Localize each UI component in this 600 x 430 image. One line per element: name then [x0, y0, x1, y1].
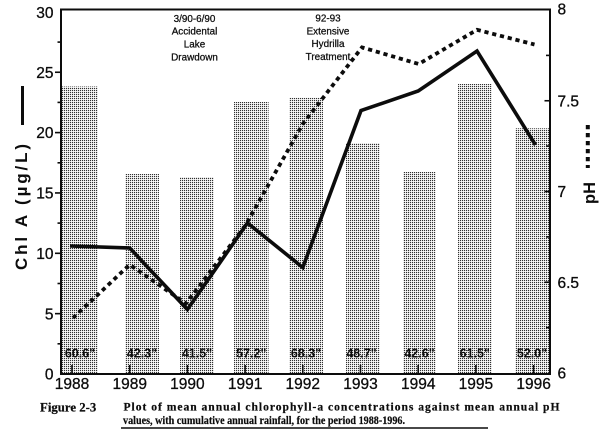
svg-text:52.0": 52.0": [517, 347, 547, 361]
svg-text:10: 10: [36, 246, 54, 263]
svg-text:25: 25: [36, 65, 53, 82]
svg-text:68.3": 68.3": [291, 347, 321, 361]
svg-text:Plot of mean annual chlorophyl: Plot of mean annual chlorophyll-a concen…: [124, 401, 560, 414]
svg-text:6.5: 6.5: [558, 275, 580, 292]
svg-text:20: 20: [36, 125, 54, 142]
svg-text:Accidental: Accidental: [172, 27, 218, 38]
svg-text:30: 30: [36, 5, 54, 22]
svg-text:1990: 1990: [170, 376, 205, 393]
svg-text:92-93: 92-93: [315, 13, 341, 24]
svg-text:1993: 1993: [343, 376, 377, 393]
svg-text:Extensive: Extensive: [307, 26, 350, 37]
svg-text:Treatment: Treatment: [306, 52, 351, 63]
svg-text:42.3": 42.3": [127, 347, 157, 361]
svg-text:0: 0: [45, 367, 54, 384]
svg-text:7.5: 7.5: [558, 93, 580, 110]
svg-text:1988: 1988: [55, 376, 89, 393]
svg-text:1991: 1991: [228, 376, 262, 393]
svg-text:Lake: Lake: [184, 40, 206, 51]
svg-text:8: 8: [558, 2, 567, 19]
svg-text:1995: 1995: [459, 376, 493, 393]
svg-text:pH: pH: [581, 182, 599, 204]
svg-text:1994: 1994: [401, 376, 436, 393]
svg-text:1996: 1996: [516, 376, 550, 393]
svg-text:60.6": 60.6": [65, 347, 95, 361]
svg-text:48.7": 48.7": [346, 347, 376, 361]
svg-text:5: 5: [45, 306, 54, 323]
svg-text:Figure 2-3: Figure 2-3: [40, 401, 96, 415]
svg-text:1992: 1992: [286, 376, 320, 393]
svg-text:7: 7: [558, 184, 567, 201]
svg-text:Hydrilla: Hydrilla: [312, 39, 345, 50]
svg-text:61.5": 61.5": [460, 347, 490, 361]
svg-text:Drawdown: Drawdown: [171, 53, 218, 64]
svg-text:41.5": 41.5": [182, 347, 212, 361]
svg-text:57.2": 57.2": [236, 347, 266, 361]
svg-text:3/90-6/90: 3/90-6/90: [174, 14, 216, 25]
svg-text:6: 6: [558, 366, 567, 383]
svg-text:values, with cumulative annual: values, with cumulative annual rainfall,…: [123, 414, 405, 427]
svg-text:15: 15: [36, 186, 53, 203]
svg-text:1989: 1989: [112, 376, 146, 393]
svg-text:42.6": 42.6": [404, 347, 434, 361]
